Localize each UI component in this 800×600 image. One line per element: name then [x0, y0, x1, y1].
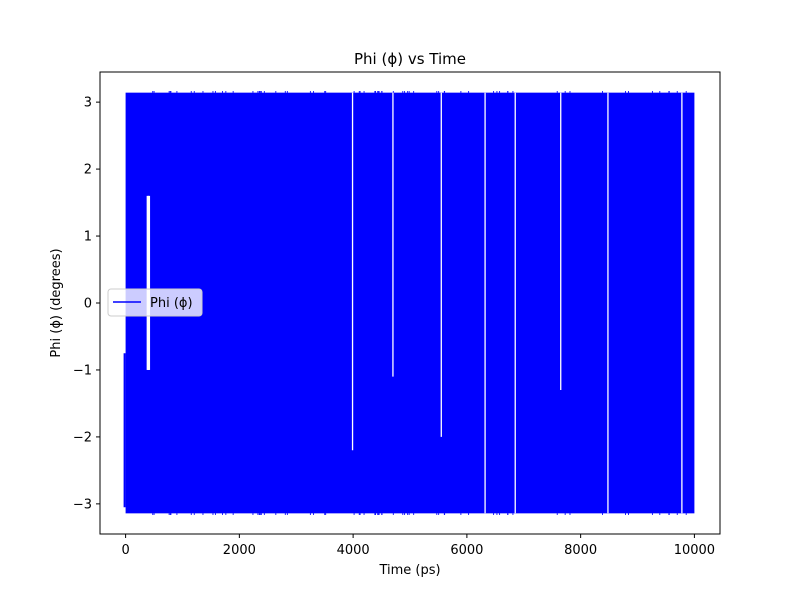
- plot-area: [123, 91, 695, 515]
- y-tick-label: 3: [84, 96, 92, 111]
- x-tick-label: 2000: [223, 543, 256, 558]
- y-tick-label: −3: [73, 497, 92, 512]
- chart-title: Phi (ϕ) vs Time: [354, 50, 466, 68]
- x-tick-label: 10000: [674, 543, 715, 558]
- series-phi-gap-wide: [146, 195, 151, 370]
- x-tick-label: 8000: [564, 543, 597, 558]
- x-tick-label: 0: [121, 543, 129, 558]
- y-tick-label: 0: [84, 297, 92, 312]
- y-tick-label: −1: [73, 363, 92, 378]
- y-axis: −3 −2 −1 0 1 2 3: [73, 96, 100, 512]
- x-axis-label: Time (ps): [378, 563, 440, 578]
- y-tick-label: 2: [84, 163, 92, 178]
- x-tick-label: 6000: [450, 543, 483, 558]
- y-axis-label: Phi (ϕ) (degrees): [49, 248, 64, 357]
- legend-entry-phi: Phi (ϕ): [150, 296, 193, 311]
- y-tick-label: −2: [73, 430, 92, 445]
- x-tick-label: 4000: [337, 543, 370, 558]
- x-axis: 0 2000 4000 6000 8000 10000: [121, 534, 715, 558]
- series-phi-trace: [125, 92, 695, 514]
- legend-box: [107, 288, 203, 317]
- y-tick-label: 1: [84, 230, 92, 245]
- legend: Phi (ϕ): [107, 288, 203, 317]
